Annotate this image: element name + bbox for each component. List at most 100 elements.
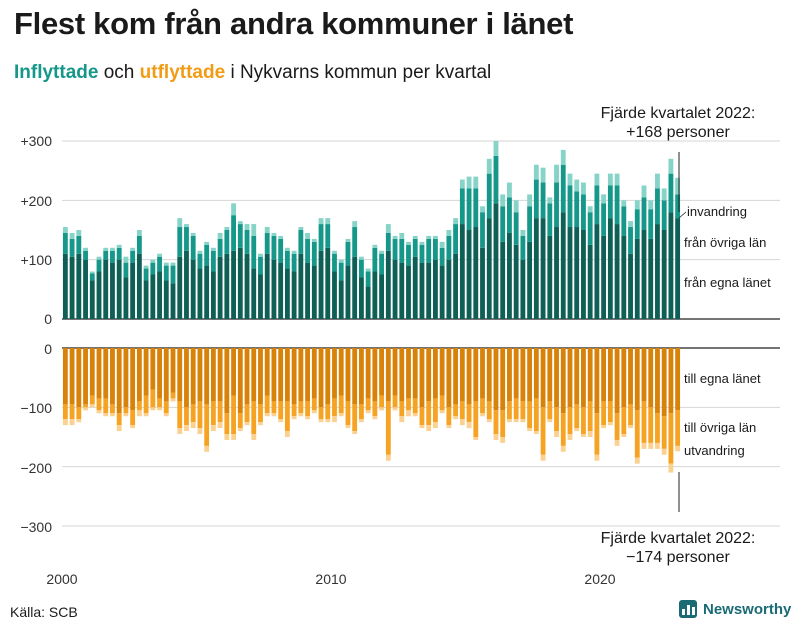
subtitle-in-word: Inflyttade (14, 62, 99, 83)
bar-in-own-6 (103, 259, 109, 319)
bar-out-own-64 (493, 348, 499, 411)
bar-out-emig-29 (258, 422, 263, 426)
bar-out-own-26 (237, 348, 243, 414)
bar-out-other-56 (439, 395, 445, 411)
bar-out-other-77 (581, 407, 586, 435)
bar-in-own-81 (607, 218, 613, 319)
bar-in-own-61 (473, 227, 479, 319)
bar-in-own-76 (574, 227, 580, 319)
bar-out-other-28 (251, 401, 257, 435)
bar-out-emig-26 (237, 428, 243, 432)
bar-in-immig-46 (372, 244, 378, 248)
bar-in-other-76 (574, 191, 580, 228)
bar-out-other-83 (621, 407, 627, 435)
bar-in-own-7 (110, 262, 115, 319)
bar-out-emig-43 (352, 431, 358, 435)
bar-out-other-81 (607, 401, 613, 423)
bar-out-emig-60 (466, 422, 472, 429)
bar-in-own-78 (587, 244, 593, 319)
bar-in-own-69 (527, 241, 533, 319)
y-tick-in-0: 0 (44, 311, 52, 327)
bar-out-emig-47 (379, 407, 385, 411)
bar-in-other-36 (305, 238, 310, 263)
bar-out-own-17 (177, 348, 183, 402)
bar-out-emig-15 (163, 413, 169, 417)
bar-out-emig-21 (204, 445, 210, 452)
bar-out-emig-16 (170, 398, 176, 402)
subtitle-rest: i Nykvarns kommun per kvartal (230, 62, 492, 83)
bar-out-own-6 (103, 348, 109, 399)
bar-in-immig-79 (594, 173, 600, 186)
bar-out-emig-2 (76, 419, 82, 423)
bar-out-emig-71 (540, 454, 546, 461)
bar-in-immig-89 (661, 188, 667, 201)
bar-out-other-5 (96, 398, 102, 411)
bar-out-own-21 (204, 348, 210, 405)
bar-in-own-65 (500, 241, 506, 319)
bar-in-own-24 (224, 253, 230, 319)
bar-in-own-31 (271, 259, 277, 319)
bar-out-own-63 (486, 348, 492, 402)
bar-in-immig-1 (69, 232, 75, 239)
bar-in-own-12 (143, 280, 149, 319)
bar-out-other-35 (298, 401, 304, 414)
bar-in-own-17 (177, 256, 183, 319)
bar-in-immig-85 (634, 200, 640, 210)
y-tick-out-100: −100 (20, 400, 52, 416)
bar-in-immig-9 (123, 256, 129, 263)
bar-out-other-20 (197, 401, 203, 429)
bar-out-own-46 (372, 348, 378, 402)
bar-out-own-8 (116, 348, 122, 414)
bar-in-own-90 (668, 212, 674, 319)
bar-in-own-89 (661, 230, 667, 319)
bar-in-immig-29 (258, 253, 263, 257)
label-leader-immig (678, 211, 687, 219)
bar-out-emig-70 (533, 431, 539, 435)
bar-out-own-12 (143, 348, 149, 396)
bar-in-own-50 (399, 262, 405, 319)
bar-out-other-22 (210, 401, 216, 426)
bar-out-other-69 (527, 401, 533, 429)
bar-in-own-4 (89, 280, 95, 319)
bar-out-own-5 (96, 348, 102, 399)
bar-in-own-82 (614, 224, 620, 319)
bar-out-emig-20 (197, 428, 203, 435)
in-annotation-title: Fjärde kvartalet 2022: (601, 105, 756, 122)
bar-in-immig-37 (311, 238, 317, 242)
bar-out-emig-82 (614, 439, 620, 446)
bar-out-other-64 (493, 410, 499, 435)
bar-in-other-44 (358, 259, 364, 278)
bar-in-immig-45 (365, 268, 371, 272)
bar-in-own-47 (379, 274, 385, 319)
bar-in-other-41 (338, 262, 344, 281)
bar-out-other-31 (271, 401, 277, 414)
bar-out-other-67 (513, 398, 519, 420)
bar-out-emig-64 (493, 434, 499, 440)
bar-in-other-4 (89, 273, 95, 281)
bar-out-other-61 (473, 401, 479, 437)
bar-in-own-25 (231, 250, 236, 319)
label-in-immig: invandring (687, 204, 747, 219)
bar-in-other-42 (345, 241, 351, 266)
bar-in-other-19 (190, 235, 196, 260)
bar-in-other-77 (581, 194, 586, 230)
bar-out-own-82 (614, 348, 620, 414)
bar-out-other-32 (278, 401, 284, 420)
bar-in-own-1 (69, 256, 75, 319)
bar-out-other-13 (150, 389, 156, 408)
bar-out-own-54 (426, 348, 432, 402)
bar-in-immig-18 (184, 224, 189, 228)
bar-in-immig-39 (325, 218, 331, 225)
bar-out-other-73 (554, 407, 559, 432)
bar-out-emig-32 (278, 419, 284, 423)
bar-in-other-1 (69, 238, 75, 257)
bar-in-own-55 (433, 259, 438, 319)
bar-in-other-91 (675, 194, 681, 219)
bar-in-other-31 (271, 235, 277, 260)
bar-in-immig-25 (231, 203, 236, 216)
y-tick-in-300: +300 (20, 133, 52, 149)
bar-in-own-83 (621, 235, 627, 319)
bar-in-immig-55 (433, 235, 438, 239)
bar-in-own-45 (365, 286, 371, 319)
bar-out-other-65 (500, 410, 506, 437)
